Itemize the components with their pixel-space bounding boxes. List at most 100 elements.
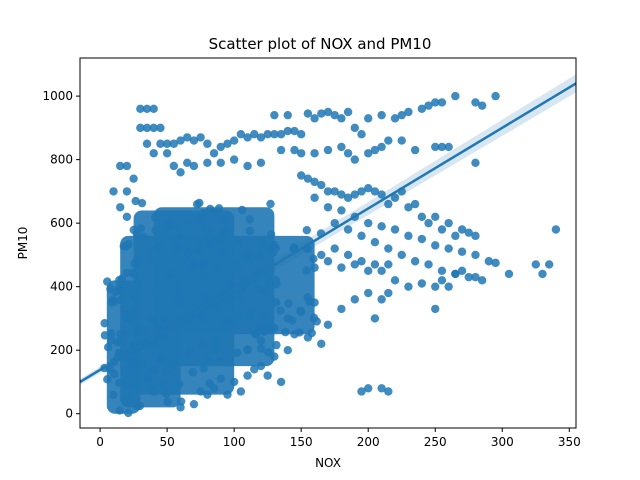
data-point: [265, 278, 274, 288]
data-point: [106, 329, 116, 338]
data-point: [256, 336, 266, 345]
data-point: [122, 212, 132, 221]
plot-area: [80, 74, 576, 418]
data-point: [124, 239, 133, 249]
data-point: [310, 149, 319, 158]
data-point: [256, 158, 266, 168]
data-point: [431, 142, 440, 152]
data-point: [116, 161, 125, 171]
data-point: [133, 326, 142, 336]
data-point: [237, 205, 247, 215]
data-point: [444, 244, 453, 253]
data-point: [223, 390, 232, 399]
data-point: [471, 231, 480, 241]
data-point: [296, 149, 306, 158]
data-point: [404, 107, 413, 117]
data-point: [384, 136, 393, 145]
data-point: [162, 149, 172, 158]
data-point: [404, 231, 413, 241]
data-point: [160, 314, 170, 323]
data-point: [136, 104, 145, 114]
data-point: [370, 314, 380, 323]
data-point: [135, 401, 145, 411]
data-point: [149, 104, 158, 114]
data-point: [243, 371, 252, 380]
data-point: [129, 225, 138, 235]
data-point: [149, 149, 158, 158]
data-point: [343, 107, 353, 117]
data-point: [263, 130, 272, 139]
data-point: [204, 356, 213, 365]
data-point: [283, 314, 292, 323]
data-point: [417, 234, 427, 244]
data-point: [223, 139, 232, 148]
data-point: [330, 244, 339, 253]
x-tick-label: 250: [424, 435, 447, 449]
data-point: [132, 358, 141, 368]
x-tick-label: 300: [491, 435, 514, 449]
data-point: [124, 408, 133, 418]
data-point: [357, 187, 366, 196]
data-point: [214, 264, 223, 273]
data-point: [364, 384, 373, 393]
data-point: [504, 269, 514, 279]
data-point: [156, 139, 165, 148]
data-point: [350, 155, 360, 164]
data-point: [370, 187, 380, 196]
data-point: [205, 240, 214, 249]
data-point: [437, 142, 447, 152]
data-point: [471, 250, 480, 260]
data-point: [417, 104, 427, 114]
data-point: [116, 329, 125, 339]
data-point: [290, 126, 299, 136]
data-point: [176, 168, 185, 177]
data-point: [377, 142, 386, 152]
data-point: [464, 228, 473, 237]
data-point: [337, 190, 346, 199]
data-point: [350, 295, 360, 304]
data-point: [457, 266, 467, 275]
data-point: [303, 174, 313, 183]
data-point: [209, 384, 219, 393]
data-point: [142, 104, 152, 114]
y-axis-label: PM10: [16, 227, 30, 260]
data-point: [410, 199, 420, 209]
data-point: [431, 304, 440, 314]
data-point: [214, 204, 224, 213]
x-tick-label: 350: [558, 435, 581, 449]
data-point: [281, 327, 290, 337]
data-point: [188, 367, 198, 377]
data-point: [197, 313, 207, 323]
data-point: [216, 374, 225, 383]
data-point: [155, 323, 164, 333]
y-tick-label: 1000: [42, 89, 73, 103]
data-point: [270, 352, 279, 361]
data-point: [168, 360, 178, 370]
data-point: [283, 110, 292, 120]
data-point: [216, 158, 225, 168]
data-point: [343, 250, 353, 260]
data-point: [115, 406, 124, 415]
data-point: [377, 266, 386, 275]
data-point: [266, 199, 275, 209]
data-point: [209, 149, 219, 158]
data-point: [330, 110, 339, 120]
data-point: [216, 356, 226, 365]
data-point: [229, 318, 238, 328]
data-point: [303, 109, 313, 118]
data-point: [214, 235, 224, 245]
data-point: [437, 225, 447, 234]
data-point: [471, 98, 480, 107]
data-point: [136, 123, 145, 133]
data-point: [237, 287, 246, 296]
x-tick-label: 0: [96, 435, 104, 449]
data-point: [229, 136, 239, 145]
data-point: [531, 260, 540, 269]
data-point: [377, 384, 386, 393]
x-axis-ticks: 0 50 100 150 200 250 300 350: [96, 428, 581, 449]
data-point: [317, 250, 326, 260]
data-point: [142, 139, 152, 148]
data-point: [121, 304, 130, 313]
data-point: [377, 190, 386, 199]
data-point: [283, 345, 292, 355]
